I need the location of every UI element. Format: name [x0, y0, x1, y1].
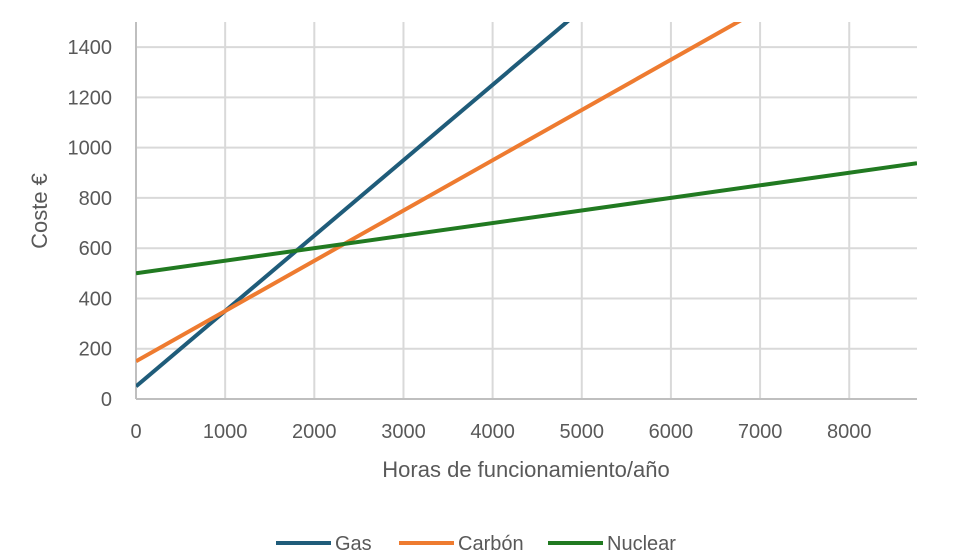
x-tick-label: 4000	[470, 421, 515, 443]
y-tick-label: 600	[79, 238, 112, 260]
y-tick-label: 1000	[68, 138, 113, 160]
x-tick-label: 5000	[560, 421, 605, 443]
y-tick-label: 0	[101, 389, 112, 411]
y-tick-label: 200	[79, 339, 112, 361]
legend: Gas Carbón Nuclear	[276, 533, 676, 555]
x-tick-label: 6000	[649, 421, 694, 443]
y-tick-label: 1400	[68, 37, 113, 59]
x-axis-title: Horas de funcionamiento/año	[382, 457, 669, 482]
tick-labels: 0 200 400 600 800 1000 1200 1400 0 1000 2000 3000 40…	[68, 37, 872, 443]
y-tick-label: 1200	[68, 87, 113, 109]
x-tick-label: 3000	[381, 421, 426, 443]
series-lines	[136, 22, 917, 388]
x-tick-label: 1000	[203, 421, 248, 443]
x-tick-label: 0	[130, 421, 141, 443]
legend-label: Nuclear	[607, 533, 676, 555]
y-tick-label: 800	[79, 188, 112, 210]
legend-label: Carbón	[458, 533, 524, 555]
gridlines	[136, 22, 917, 399]
x-tick-label: 8000	[827, 421, 872, 443]
legend-label: Gas	[335, 533, 372, 555]
series-line-nuclear	[136, 161, 917, 276]
axes	[135, 22, 917, 400]
series-line-gas	[136, 22, 570, 388]
x-tick-label: 7000	[738, 421, 783, 443]
series-line-carbón	[136, 22, 742, 364]
y-tick-label: 400	[79, 288, 112, 310]
x-tick-label: 2000	[292, 421, 337, 443]
y-axis-title: Coste €	[27, 173, 52, 249]
